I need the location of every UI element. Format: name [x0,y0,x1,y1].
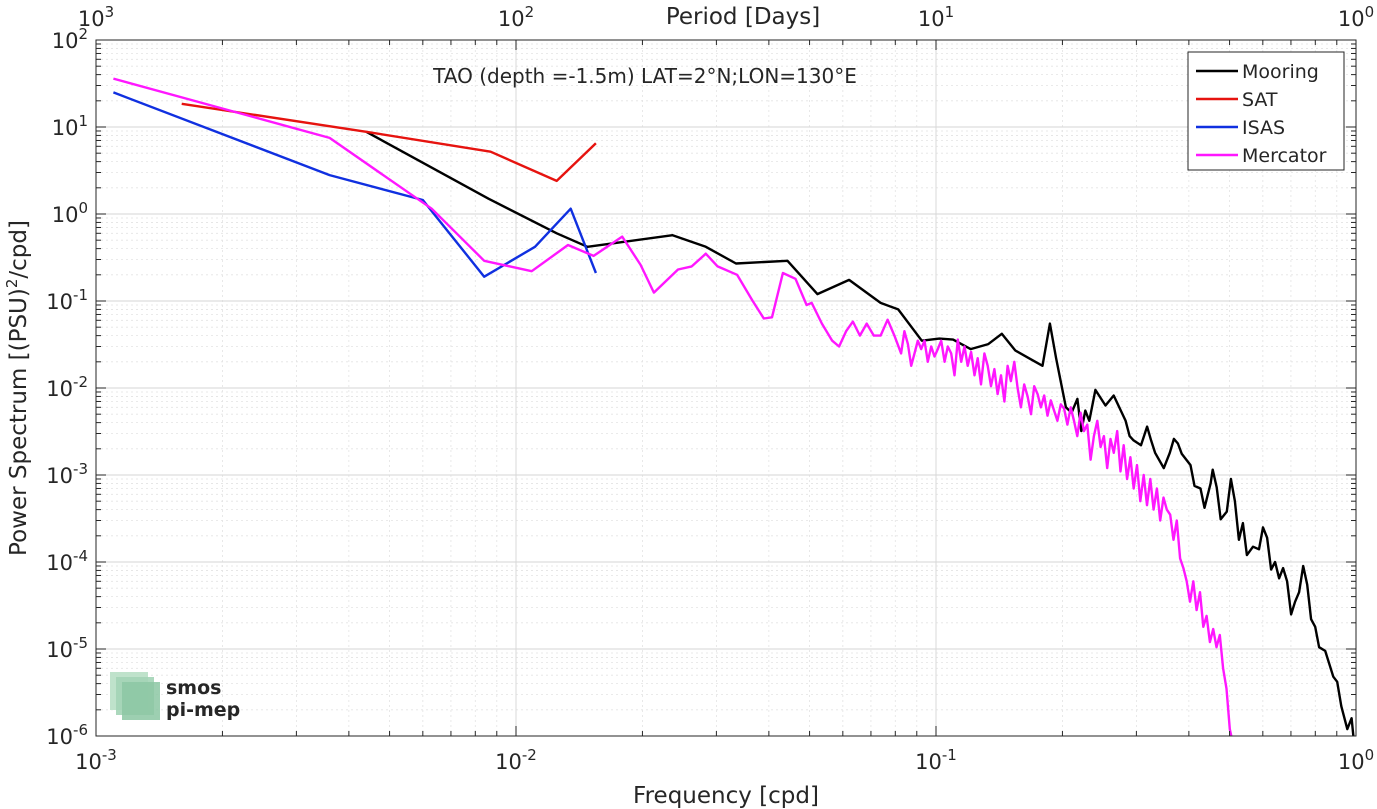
y-axis-label-superscript: 2 [3,279,21,289]
y-tick-label-base: 10 [46,638,73,662]
top-x-tick-label: 100 [1338,3,1374,31]
y-tick-label: 10-1 [46,286,88,314]
top-x-tick-label-base: 10 [78,7,105,31]
legend-label-mooring: Mooring [1242,61,1319,83]
y-tick-label-base: 10 [52,116,79,140]
top-x-tick-label-exponent: 1 [945,3,955,21]
x-tick-label: 100 [1338,746,1374,774]
top-x-tick-label-base: 10 [1338,7,1365,31]
tick-marks [95,39,1357,737]
legend: Mooring SAT ISAS Mercator [1187,51,1345,171]
y-axis-label-tail: /cpd] [6,220,32,279]
series-line-mooring [365,130,1355,736]
y-tick-label-exponent: -1 [73,286,88,304]
y-tick-label: 10-6 [46,721,88,749]
top-x-tick-label-exponent: 3 [105,3,115,21]
top-x-tick-label: 101 [918,3,954,31]
x-tick-label-base: 10 [75,750,102,774]
y-tick-label-base: 10 [52,203,79,227]
x-tick-label-base: 10 [495,750,522,774]
y-tick-label-exponent: -4 [73,547,88,565]
series-layer [112,77,1355,736]
top-x-tick-label-exponent: 2 [525,3,535,21]
y-tick-label-exponent: -6 [73,721,88,739]
x-tick-labels: 10-3 10-2 10-1 100 [75,746,1374,774]
x-tick-label-base: 10 [1338,750,1365,774]
x-tick-label-exponent: -1 [942,746,957,764]
top-x-tick-label-base: 10 [918,7,945,31]
y-tick-label-exponent: -3 [73,460,88,478]
legend-label-sat: SAT [1242,89,1278,111]
top-x-tick-labels: 103 102 101 100 [78,3,1374,31]
y-tick-label-base: 10 [46,551,73,575]
y-tick-label: 10-4 [46,547,88,575]
y-tick-label: 10-5 [46,634,88,662]
x-tick-label-exponent: -2 [522,746,537,764]
y-tick-label-exponent: 0 [78,199,88,217]
y-axis-label: Power Spectrum [(PSU)2/cpd] [3,220,32,556]
y-tick-label: 10-3 [46,460,88,488]
chart-title: TAO (depth =-1.5m) LAT=2°N;LON=130°E [432,64,857,88]
x-tick-label: 10-2 [495,746,537,774]
svg-text:pi-mep: pi-mep [166,699,240,721]
x-tick-label-exponent: -3 [102,746,117,764]
y-tick-label: 100 [52,199,88,227]
legend-label-isas: ISAS [1242,117,1285,139]
y-axis-label-main: Power Spectrum [(PSU) [6,288,32,556]
top-x-tick-label: 102 [498,3,534,31]
smos-pimep-logo: smos pi-mep [110,672,240,721]
y-tick-label-exponent: 1 [78,112,88,130]
series-line-isas [112,91,598,278]
y-tick-label-exponent: -2 [73,373,88,391]
y-tick-label-base: 10 [46,725,73,749]
top-x-axis-label: Period [Days] [666,4,820,30]
y-tick-label-base: 10 [52,29,79,53]
y-tick-label: 102 [52,25,88,53]
y-tick-label: 101 [52,112,88,140]
x-axis-label: Frequency [cpd] [633,783,819,809]
y-tick-label-exponent: -5 [73,634,88,652]
series-line-mercator [113,77,1233,736]
x-tick-label-exponent: 0 [1365,746,1375,764]
x-tick-label-base: 10 [915,750,942,774]
svg-text:smos: smos [166,677,221,699]
series-line-sat [181,102,597,183]
top-x-tick-label-base: 10 [498,7,525,31]
legend-label-mercator: Mercator [1242,145,1327,167]
x-tick-label: 10-3 [75,746,117,774]
top-x-tick-label: 103 [78,3,114,31]
y-tick-label-base: 10 [46,464,73,488]
y-tick-label-base: 10 [46,377,73,401]
y-tick-label-base: 10 [46,290,73,314]
x-tick-label: 10-1 [915,746,957,774]
y-tick-label-exponent: 2 [78,25,88,43]
top-x-tick-label-exponent: 0 [1365,3,1375,21]
y-tick-label: 10-2 [46,373,88,401]
